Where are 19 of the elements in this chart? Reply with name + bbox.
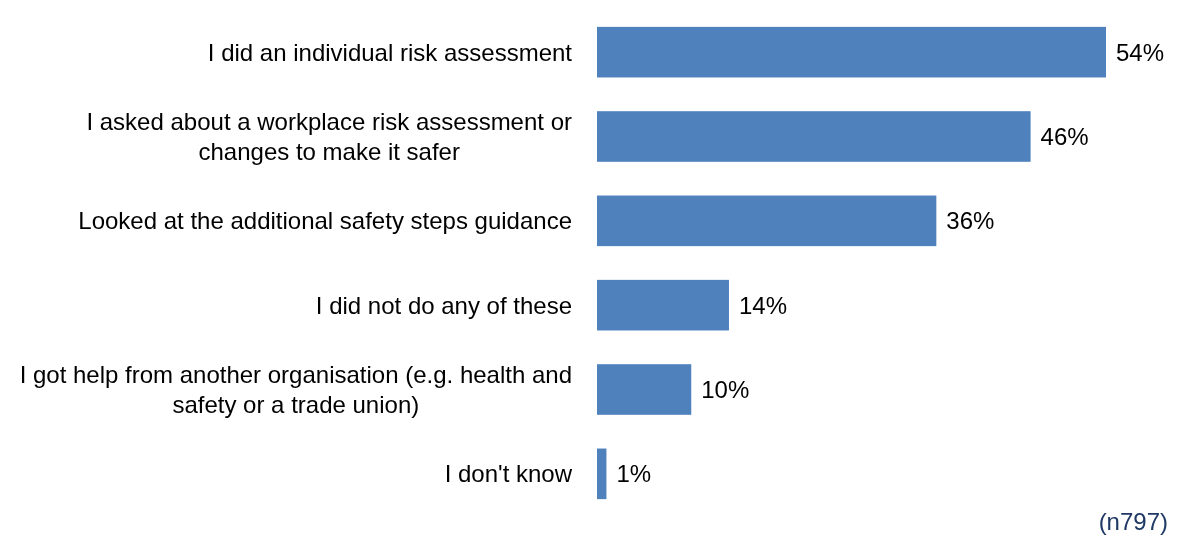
y-tick-label: I did not do any of these [315, 291, 572, 319]
data-label: 1% [616, 460, 652, 488]
y-tick-label: Looked at the additional safety steps guidance [78, 207, 572, 235]
bar [597, 111, 1031, 162]
y-tick-label: I did an individual risk assessment [207, 38, 573, 66]
y-tick-label: I asked about a workplace risk assessment or changes to make it safer [86, 107, 572, 165]
bar [597, 26, 1106, 78]
y-tick-label: I got help from another organisation (e.g. health and safety or a trade union) [19, 360, 573, 418]
annotation: (n797) [1098, 508, 1168, 535]
data-label: 46% [1040, 122, 1089, 150]
bar [597, 195, 937, 247]
data-label: 14% [738, 291, 788, 319]
bar [597, 364, 692, 415]
data-label: 36% [946, 207, 995, 235]
data-label: 10% [701, 375, 750, 403]
y-tick-label: I don't know [444, 460, 573, 488]
data-label: 54% [1116, 38, 1165, 66]
bar [597, 279, 729, 331]
bar [597, 448, 607, 500]
